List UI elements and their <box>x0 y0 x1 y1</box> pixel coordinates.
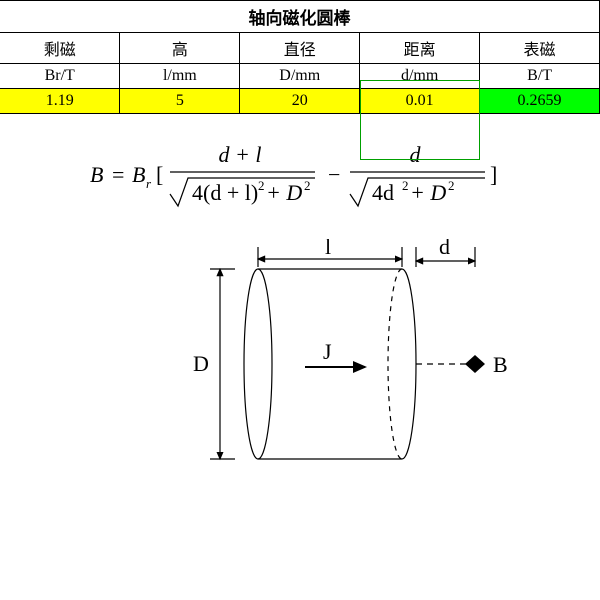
sym-rbracket: ] <box>490 162 497 187</box>
col-unit: d/mm <box>360 64 480 89</box>
col-header: 表磁 <box>480 33 600 64</box>
d1e: 2 <box>258 178 265 193</box>
cell-value: 5 <box>120 89 240 114</box>
num2: d <box>410 142 422 167</box>
sym-Br: B <box>132 162 145 187</box>
label-J: J <box>323 339 332 364</box>
cylinder-diagram: D l d J B <box>0 239 600 524</box>
sym-Br-sub: r <box>146 176 152 191</box>
cell-value: 0.2659 <box>480 89 600 114</box>
d1a: 4(d + l) <box>192 180 258 205</box>
d1e2: 2 <box>304 178 311 193</box>
col-header: 直径 <box>240 33 360 64</box>
table-title: 轴向磁化圆棒 <box>0 1 600 33</box>
label-B: B <box>493 352 508 377</box>
formula: B = B r [ d + l 4(d + l) 2 + D 2 − d 4d <box>0 134 600 219</box>
col-unit: l/mm <box>120 64 240 89</box>
sym-eq: = <box>112 162 124 187</box>
label-D: D <box>193 351 209 376</box>
magnet-table: 轴向磁化圆棒 剩磁 高 直径 距离 表磁 Br/T l/mm D/mm d/mm… <box>0 0 600 114</box>
sym-minus: − <box>328 162 340 187</box>
sym-B: B <box>90 162 103 187</box>
label-l: l <box>325 239 331 259</box>
d2e2: 2 <box>448 178 455 193</box>
cell-value: 20 <box>240 89 360 114</box>
label-d: d <box>439 239 450 259</box>
cell-value: 0.01 <box>360 89 480 114</box>
d2e: 2 <box>402 178 409 193</box>
col-header: 距离 <box>360 33 480 64</box>
sym-lbracket: [ <box>156 162 163 187</box>
d2b: + D <box>410 180 446 205</box>
col-unit: Br/T <box>0 64 120 89</box>
cell-value: 1.19 <box>0 89 120 114</box>
col-unit: D/mm <box>240 64 360 89</box>
num1: d + l <box>219 142 262 167</box>
d2a: 4d <box>372 180 394 205</box>
d1b: + D <box>266 180 302 205</box>
col-header: 剩磁 <box>0 33 120 64</box>
col-unit: B/T <box>480 64 600 89</box>
col-header: 高 <box>120 33 240 64</box>
